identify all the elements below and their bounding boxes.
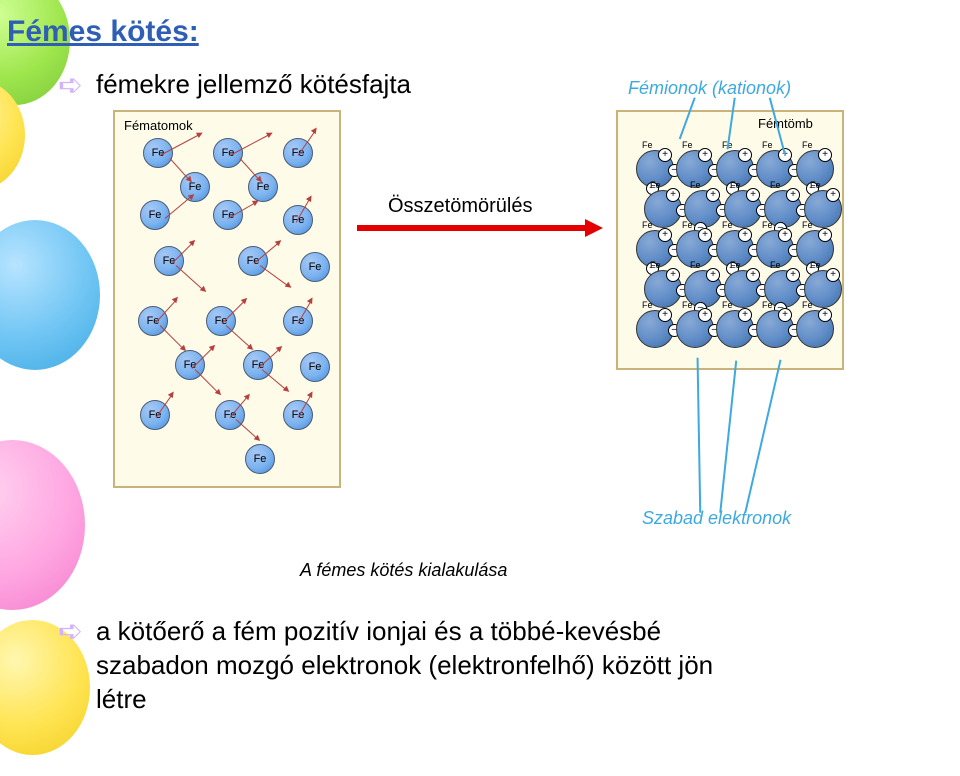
fe-atom: Fe xyxy=(248,172,278,202)
fe-atom: Fe xyxy=(143,138,173,168)
fe-ion-label: Fe xyxy=(642,300,653,310)
fe-ion-label: Fe xyxy=(730,180,741,190)
fe-atom: Fe xyxy=(140,200,170,230)
decoration-balloon xyxy=(0,220,100,370)
fe-ion-label: Fe xyxy=(762,300,773,310)
fe-ion-label: Fe xyxy=(722,300,733,310)
body-line-1: fémekre jellemző kötésfajta xyxy=(96,67,411,101)
plus-charge-icon: + xyxy=(826,268,840,282)
plus-charge-icon: + xyxy=(786,188,800,202)
fe-ion-label: Fe xyxy=(650,260,661,270)
page-title: Fémes kötés: xyxy=(7,15,199,49)
plus-charge-icon: + xyxy=(666,268,680,282)
fe-ion-label: Fe xyxy=(690,180,701,190)
fe-ion-label: Fe xyxy=(730,260,741,270)
plus-charge-icon: + xyxy=(658,228,672,242)
plus-charge-icon: + xyxy=(818,228,832,242)
fe-ion-label: Fe xyxy=(802,300,813,310)
fe-ion-label: Fe xyxy=(762,220,773,230)
plus-charge-icon: + xyxy=(778,228,792,242)
diagram-caption: A fémes kötés kialakulása xyxy=(300,560,507,581)
bullet-icon: ➪ xyxy=(58,68,83,103)
plus-charge-icon: + xyxy=(738,308,752,322)
plus-charge-icon: + xyxy=(746,188,760,202)
plus-charge-icon: + xyxy=(738,228,752,242)
fe-atom: Fe xyxy=(138,306,168,336)
plus-charge-icon: + xyxy=(658,308,672,322)
body-line-2-0: a kötőerő a fém pozitív ionjai és a több… xyxy=(96,614,661,648)
annotation-line xyxy=(744,360,781,513)
annotation-line xyxy=(697,358,701,513)
fe-ion-label: Fe xyxy=(770,180,781,190)
plus-charge-icon: + xyxy=(778,308,792,322)
fe-ion-label: Fe xyxy=(650,180,661,190)
fe-ion-label: Fe xyxy=(682,300,693,310)
plus-charge-icon: + xyxy=(818,308,832,322)
fe-ion-label: Fe xyxy=(762,140,773,150)
fe-atom: Fe xyxy=(238,246,268,276)
fe-ion-label: Fe xyxy=(802,140,813,150)
plus-charge-icon: + xyxy=(698,148,712,162)
plus-charge-icon: + xyxy=(698,308,712,322)
plus-charge-icon: + xyxy=(698,228,712,242)
plus-charge-icon: + xyxy=(786,268,800,282)
body-line-2-1: szabadon mozgó elektronok (elektronfelhő… xyxy=(96,648,713,682)
body-line-2-2: létre xyxy=(96,682,147,716)
plus-charge-icon: + xyxy=(746,268,760,282)
left-diagram-label: Fématomok xyxy=(124,118,193,133)
annotation-line xyxy=(719,361,736,513)
decoration-balloon xyxy=(0,440,85,610)
fe-ion-label: Fe xyxy=(810,260,821,270)
annotation-elektronok: Szabad elektronok xyxy=(642,508,791,529)
plus-charge-icon: + xyxy=(826,188,840,202)
fe-ion-label: Fe xyxy=(642,220,653,230)
fe-ion-label: Fe xyxy=(642,140,653,150)
fe-atom: Fe xyxy=(180,172,210,202)
compaction-arrow-icon xyxy=(357,217,603,241)
fe-ion-label: Fe xyxy=(682,220,693,230)
plus-charge-icon: + xyxy=(738,148,752,162)
fe-atom: Fe xyxy=(300,352,330,382)
fe-ion-label: Fe xyxy=(770,260,781,270)
fe-ion-label: Fe xyxy=(810,180,821,190)
right-diagram-label: Fémtömb xyxy=(758,116,813,131)
fe-atom: Fe xyxy=(245,444,275,474)
plus-charge-icon: + xyxy=(706,188,720,202)
fe-ion-label: Fe xyxy=(722,220,733,230)
fe-ion-label: Fe xyxy=(682,140,693,150)
compaction-label: Összetömörülés xyxy=(388,195,533,218)
fe-ion-label: Fe xyxy=(690,260,701,270)
plus-charge-icon: + xyxy=(666,188,680,202)
fe-ion-label: Fe xyxy=(802,220,813,230)
fe-atom: Fe xyxy=(154,246,184,276)
fe-atom: Fe xyxy=(300,252,330,282)
bullet-icon: ➪ xyxy=(58,614,83,649)
plus-charge-icon: + xyxy=(706,268,720,282)
fe-atom: Fe xyxy=(213,138,243,168)
plus-charge-icon: + xyxy=(818,148,832,162)
plus-charge-icon: + xyxy=(658,148,672,162)
fe-atom: Fe xyxy=(213,200,243,230)
annotation-kationok: Fémionok (kationok) xyxy=(628,78,791,99)
